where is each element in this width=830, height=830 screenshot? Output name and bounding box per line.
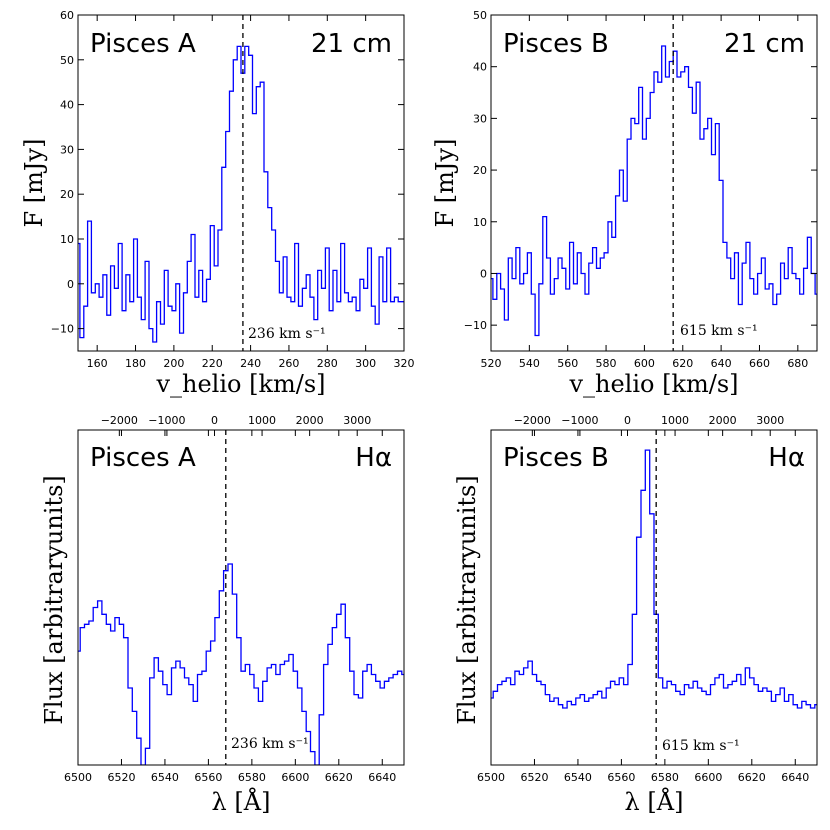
spectrum-trace bbox=[78, 45, 404, 343]
panel-title: Pisces A bbox=[90, 443, 196, 473]
x-axis-label: v_helio [km/s] bbox=[155, 370, 325, 398]
x-tick-label: 680 bbox=[787, 357, 808, 370]
x-tick-label: 6560 bbox=[607, 771, 635, 784]
plot-frame bbox=[490, 429, 818, 766]
x-tick-label: 260 bbox=[278, 357, 299, 370]
top-axis-tick-label: 1000 bbox=[248, 414, 276, 427]
top-axis-tick-label: −2000 bbox=[101, 414, 138, 427]
x-tick-label: 160 bbox=[87, 357, 108, 370]
x-tick-label: 6640 bbox=[368, 771, 396, 784]
panel-title: Pisces B bbox=[503, 29, 609, 59]
velocity-annotation: 236 km s⁻¹ bbox=[248, 326, 326, 342]
y-tick-label: 40 bbox=[60, 99, 74, 112]
y-axis-label: Flux [arbitraryunits] bbox=[453, 475, 481, 725]
y-tick-label: 30 bbox=[473, 112, 487, 125]
x-tick-label: 300 bbox=[355, 357, 376, 370]
y-tick-label: 0 bbox=[480, 267, 487, 280]
x-tick-label: 6500 bbox=[64, 771, 92, 784]
x-tick-label: 580 bbox=[596, 357, 617, 370]
panel-line-label: Hα bbox=[768, 443, 805, 473]
top-axis-tick-label: 2000 bbox=[296, 414, 324, 427]
panel-title: Pisces A bbox=[90, 29, 196, 59]
x-tick-label: 6580 bbox=[238, 771, 266, 784]
top-axis-tick-label: 3000 bbox=[756, 414, 784, 427]
panel-line-label: Hα bbox=[355, 443, 392, 473]
x-tick-label: 200 bbox=[163, 357, 184, 370]
y-tick-label: 40 bbox=[473, 61, 487, 74]
y-tick-label: 20 bbox=[60, 188, 74, 201]
x-tick-label: 6640 bbox=[781, 771, 809, 784]
x-tick-label: 6540 bbox=[564, 771, 592, 784]
x-tick-label: 540 bbox=[519, 357, 540, 370]
x-tick-label: 6600 bbox=[694, 771, 722, 784]
y-tick-label: 10 bbox=[473, 216, 487, 229]
x-tick-label: 560 bbox=[557, 357, 578, 370]
y-tick-label: −10 bbox=[51, 323, 74, 336]
panel-line-label: 21 cm bbox=[724, 29, 805, 59]
x-tick-label: 640 bbox=[711, 357, 732, 370]
x-tick-label: 6520 bbox=[107, 771, 135, 784]
panel-pisces-b-halpha: 6500 6520 6540 6560 6580 6600 6620 6640 −2000 −10… bbox=[453, 414, 818, 816]
x-axis-label: λ [Å] bbox=[212, 787, 271, 816]
panel-title: Pisces B bbox=[503, 443, 609, 473]
velocity-annotation: 615 km s⁻¹ bbox=[662, 738, 740, 754]
y-tick-label: 50 bbox=[473, 9, 487, 22]
spectrum-trace bbox=[491, 449, 817, 709]
y-axis-label: Flux [arbitraryunits] bbox=[40, 475, 68, 725]
panel-pisces-a-21cm: 160 180 200 220 240 260 280 300 320 −10 0 10 20 30 40 5… bbox=[20, 9, 415, 398]
x-tick-label: 520 bbox=[481, 357, 502, 370]
plot-frame bbox=[77, 14, 405, 352]
x-axis-label: λ [Å] bbox=[625, 787, 684, 816]
x-tick-label: 6600 bbox=[281, 771, 309, 784]
top-axis-tick-label: 3000 bbox=[343, 414, 371, 427]
x-tick-label: 220 bbox=[202, 357, 223, 370]
x-axis-label: v_helio [km/s] bbox=[568, 370, 738, 398]
x-tick-label: 6500 bbox=[477, 771, 505, 784]
top-axis-tick-label: 2000 bbox=[709, 414, 737, 427]
velocity-annotation: 615 km s⁻¹ bbox=[680, 323, 758, 339]
x-tick-label: 6620 bbox=[325, 771, 353, 784]
spectrum-trace bbox=[491, 45, 817, 337]
y-tick-label: 50 bbox=[60, 54, 74, 67]
y-tick-label: 0 bbox=[67, 278, 74, 291]
x-tick-label: 6540 bbox=[151, 771, 179, 784]
spectrum-trace bbox=[78, 563, 404, 765]
top-axis-tick-label: 0 bbox=[211, 414, 218, 427]
x-tick-label: 280 bbox=[317, 357, 338, 370]
top-axis-tick-label: −1000 bbox=[148, 414, 185, 427]
x-tick-label: 320 bbox=[394, 357, 415, 370]
y-axis-label: F [mJy] bbox=[431, 139, 459, 228]
x-tick-label: 6580 bbox=[651, 771, 679, 784]
panel-line-label: 21 cm bbox=[311, 29, 392, 59]
x-tick-label: 660 bbox=[749, 357, 770, 370]
x-tick-label: 180 bbox=[125, 357, 146, 370]
panel-pisces-a-halpha: 6500 6520 6540 6560 6580 6600 6620 6640 −2000 −10… bbox=[40, 414, 405, 816]
plot-frame bbox=[490, 14, 818, 352]
x-tick-label: 6620 bbox=[738, 771, 766, 784]
x-tick-label: 6560 bbox=[194, 771, 222, 784]
y-tick-label: 10 bbox=[60, 233, 74, 246]
y-tick-label: 60 bbox=[60, 9, 74, 22]
top-axis-tick-label: 0 bbox=[624, 414, 631, 427]
x-tick-label: 620 bbox=[672, 357, 693, 370]
x-tick-label: 600 bbox=[634, 357, 655, 370]
x-tick-label: 6520 bbox=[520, 771, 548, 784]
top-axis-tick-label: 1000 bbox=[661, 414, 689, 427]
x-tick-label: 240 bbox=[240, 357, 261, 370]
top-axis-tick-label: −2000 bbox=[514, 414, 551, 427]
top-axis-tick-label: −1000 bbox=[561, 414, 598, 427]
y-tick-label: 20 bbox=[473, 164, 487, 177]
velocity-annotation: 236 km s⁻¹ bbox=[231, 736, 309, 752]
y-tick-label: −10 bbox=[464, 319, 487, 332]
panel-pisces-b-21cm: 520 540 560 580 600 620 640 660 680 −10 0 10 20 30 40 5… bbox=[431, 9, 818, 398]
y-tick-label: 30 bbox=[60, 143, 74, 156]
y-axis-label: F [mJy] bbox=[20, 139, 48, 228]
plot-frame bbox=[77, 429, 405, 766]
